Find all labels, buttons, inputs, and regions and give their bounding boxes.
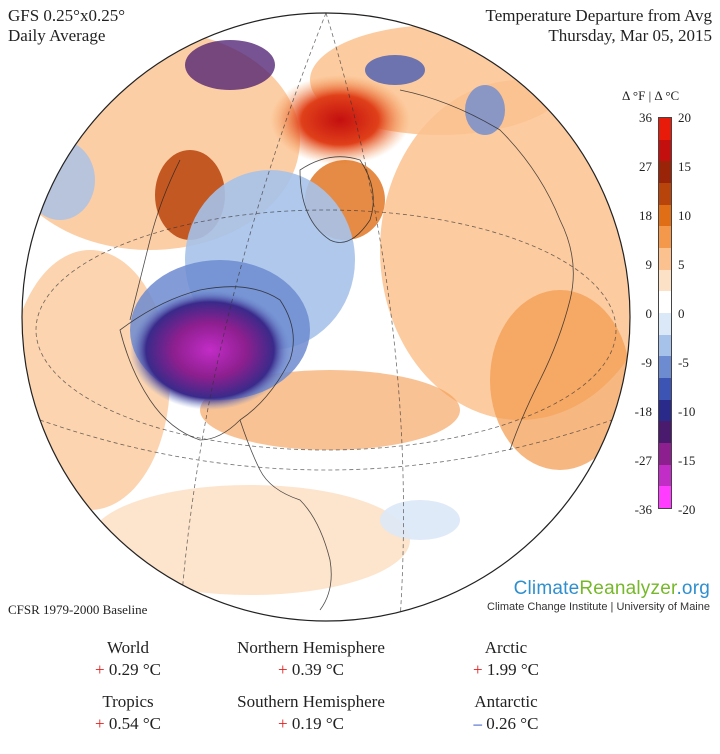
color-scale-step — [659, 183, 671, 206]
color-scale-step — [659, 399, 671, 422]
color-scale-step — [659, 161, 671, 184]
stat-value: + 0.39 °C — [278, 660, 344, 679]
color-scale-step — [659, 291, 671, 314]
tick-label-f: 18 — [639, 208, 652, 223]
header-left: GFS 0.25°x0.25° Daily Average — [8, 6, 125, 46]
model-label: GFS 0.25°x0.25° — [8, 6, 126, 25]
color-scale-step — [659, 378, 671, 401]
color-scale-step — [659, 486, 671, 509]
tick-label-f: -27 — [634, 453, 652, 468]
stat-label: Tropics — [102, 692, 154, 711]
color-scale-step — [659, 204, 671, 227]
stat-value: + 0.29 °C — [95, 660, 161, 679]
stat-label: Antarctic — [474, 692, 538, 711]
tick-label-c: 15 — [678, 159, 691, 174]
brand-name: ClimateReanalyzer.org — [513, 578, 710, 599]
tick-label-c: -5 — [678, 355, 689, 370]
tick-label-f: -18 — [634, 404, 652, 419]
stat-arctic: Arctic + 1.99 °C — [406, 637, 606, 681]
stat-tropics: Tropics + 0.54 °C — [28, 691, 228, 735]
map-title: Temperature Departure from Avg — [485, 6, 712, 25]
legend-title: Δ °F | Δ °C — [622, 88, 680, 103]
stat-value: – 0.26 °C — [473, 714, 539, 733]
stat-label: Arctic — [484, 638, 528, 657]
tick-label-f: 9 — [645, 257, 653, 272]
stat-northern-hemisphere: Northern Hemisphere + 0.39 °C — [211, 637, 411, 681]
tick-label-f: -36 — [634, 502, 652, 517]
tick-label-f: 27 — [639, 159, 652, 174]
tick-label-c: 20 — [678, 110, 691, 125]
color-scale-step — [659, 464, 671, 487]
stat-value: + 1.99 °C — [473, 660, 539, 679]
color-scale-step — [659, 334, 671, 357]
stat-antarctic: Antarctic – 0.26 °C — [406, 691, 606, 735]
color-scale-step — [659, 226, 671, 249]
color-scale-step — [659, 269, 671, 292]
tick-label-f: 36 — [639, 110, 652, 125]
baseline-label: CFSR 1979-2000 Baseline — [8, 602, 148, 617]
stat-label: Northern Hemisphere — [237, 638, 385, 657]
color-scale-step — [659, 421, 671, 444]
color-scale-step — [659, 313, 671, 336]
map-date: Thursday, Mar 05, 2015 — [548, 26, 712, 45]
stat-southern-hemisphere: Southern Hemisphere + 0.19 °C — [211, 691, 411, 735]
stat-world: World + 0.29 °C — [28, 637, 228, 681]
brand: ClimateReanalyzer.org Climate Change Ins… — [487, 578, 710, 613]
period-label: Daily Average — [8, 26, 106, 45]
color-scale-bar — [658, 117, 672, 509]
header-right: Temperature Departure from Avg Thursday,… — [486, 6, 712, 46]
color-scale-step — [659, 248, 671, 271]
stat-label: World — [106, 638, 150, 657]
color-scale-step — [659, 139, 671, 162]
tick-label-c: 5 — [678, 257, 685, 272]
tick-label-c: -15 — [678, 453, 696, 468]
globe-fill — [22, 13, 630, 621]
tick-label-c: -20 — [678, 502, 696, 517]
stat-value: + 0.54 °C — [95, 714, 161, 733]
color-scale-step — [659, 356, 671, 379]
brand-subtitle: Climate Change Institute | University of… — [487, 601, 710, 613]
tick-label-c: -10 — [678, 404, 696, 419]
color-scale-step — [659, 118, 671, 141]
tick-label-c: 0 — [678, 306, 685, 321]
stat-value: + 0.19 °C — [278, 714, 344, 733]
tick-label-c: 10 — [678, 208, 691, 223]
stat-label: Southern Hemisphere — [237, 692, 385, 711]
color-scale-step — [659, 443, 671, 466]
tick-label-f: 0 — [645, 306, 653, 321]
tick-label-f: -9 — [641, 355, 652, 370]
